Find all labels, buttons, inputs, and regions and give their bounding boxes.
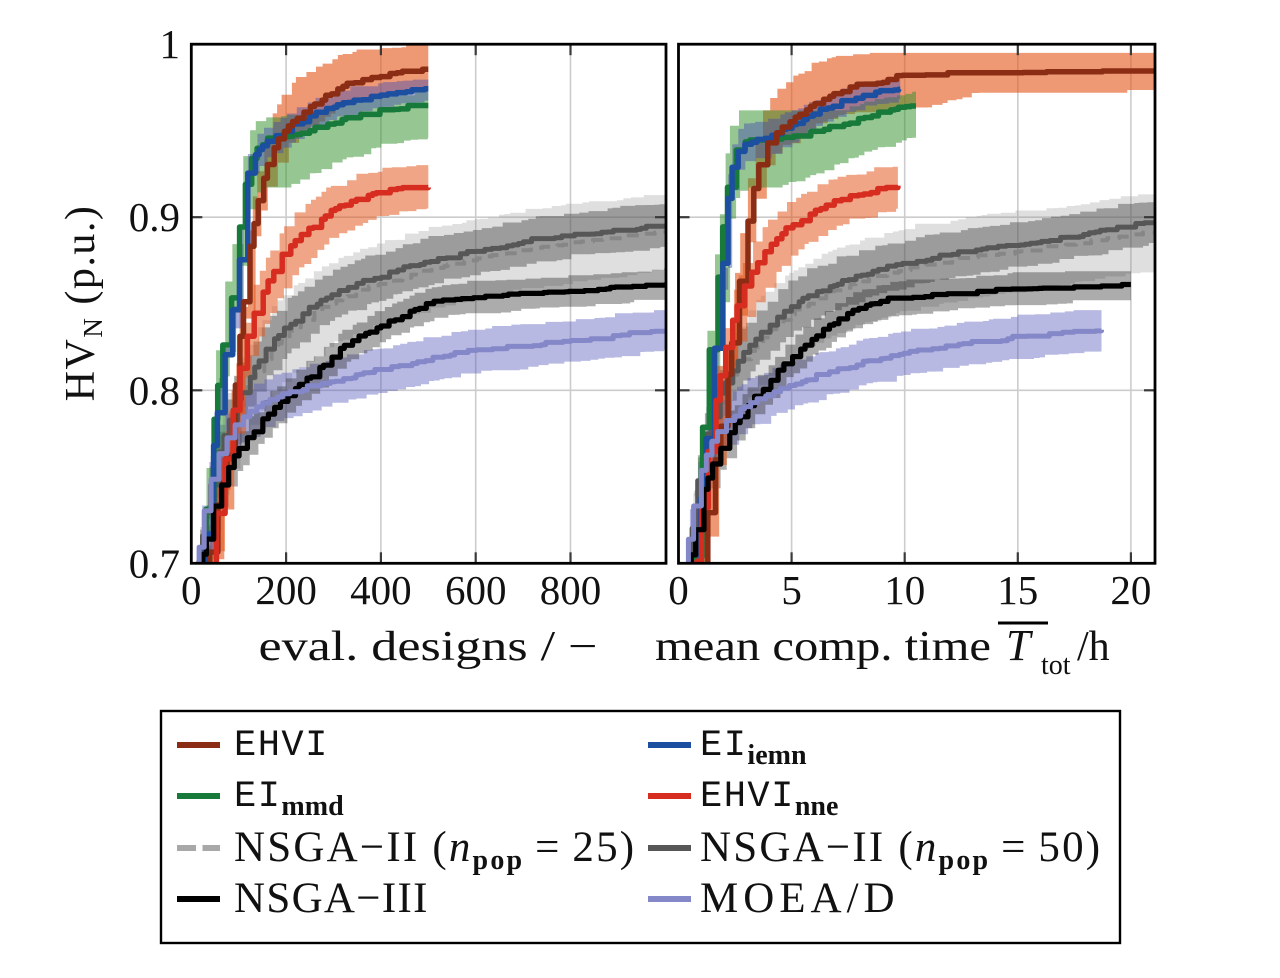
svg-text:EHVInne: EHVInne — [700, 776, 838, 822]
svg-text:0.8: 0.8 — [129, 367, 180, 413]
svg-text:0: 0 — [181, 567, 202, 613]
svg-text:/h: /h — [1077, 624, 1110, 670]
svg-text:400: 400 — [350, 567, 412, 613]
svg-text:T: T — [1006, 621, 1034, 670]
svg-text:HVN (p.u.): HVN (p.u.) — [58, 205, 108, 402]
svg-text:0.9: 0.9 — [129, 194, 180, 240]
svg-text:1: 1 — [160, 21, 181, 67]
svg-text:EHVI: EHVI — [234, 725, 329, 767]
svg-text:tot: tot — [1041, 650, 1071, 681]
svg-text:600: 600 — [445, 567, 507, 613]
svg-text:eval. designs / −: eval. designs / − — [259, 624, 598, 670]
svg-text:mean comp. time: mean comp. time — [655, 624, 991, 670]
svg-text:800: 800 — [540, 567, 602, 613]
svg-text:0.7: 0.7 — [129, 540, 180, 586]
svg-text:10: 10 — [884, 567, 925, 613]
svg-text:MOEA/D: MOEA/D — [700, 875, 900, 922]
svg-text:NSGA−II (npop = 25): NSGA−II (npop = 25) — [234, 824, 636, 876]
svg-text:NSGA−II (npop = 50): NSGA−II (npop = 50) — [700, 824, 1102, 876]
svg-text:15: 15 — [997, 567, 1038, 613]
svg-text:NSGA−III: NSGA−III — [234, 875, 429, 922]
svg-text:200: 200 — [255, 567, 317, 613]
svg-text:0: 0 — [668, 567, 689, 613]
svg-text:5: 5 — [781, 567, 802, 613]
svg-text:20: 20 — [1110, 567, 1151, 613]
